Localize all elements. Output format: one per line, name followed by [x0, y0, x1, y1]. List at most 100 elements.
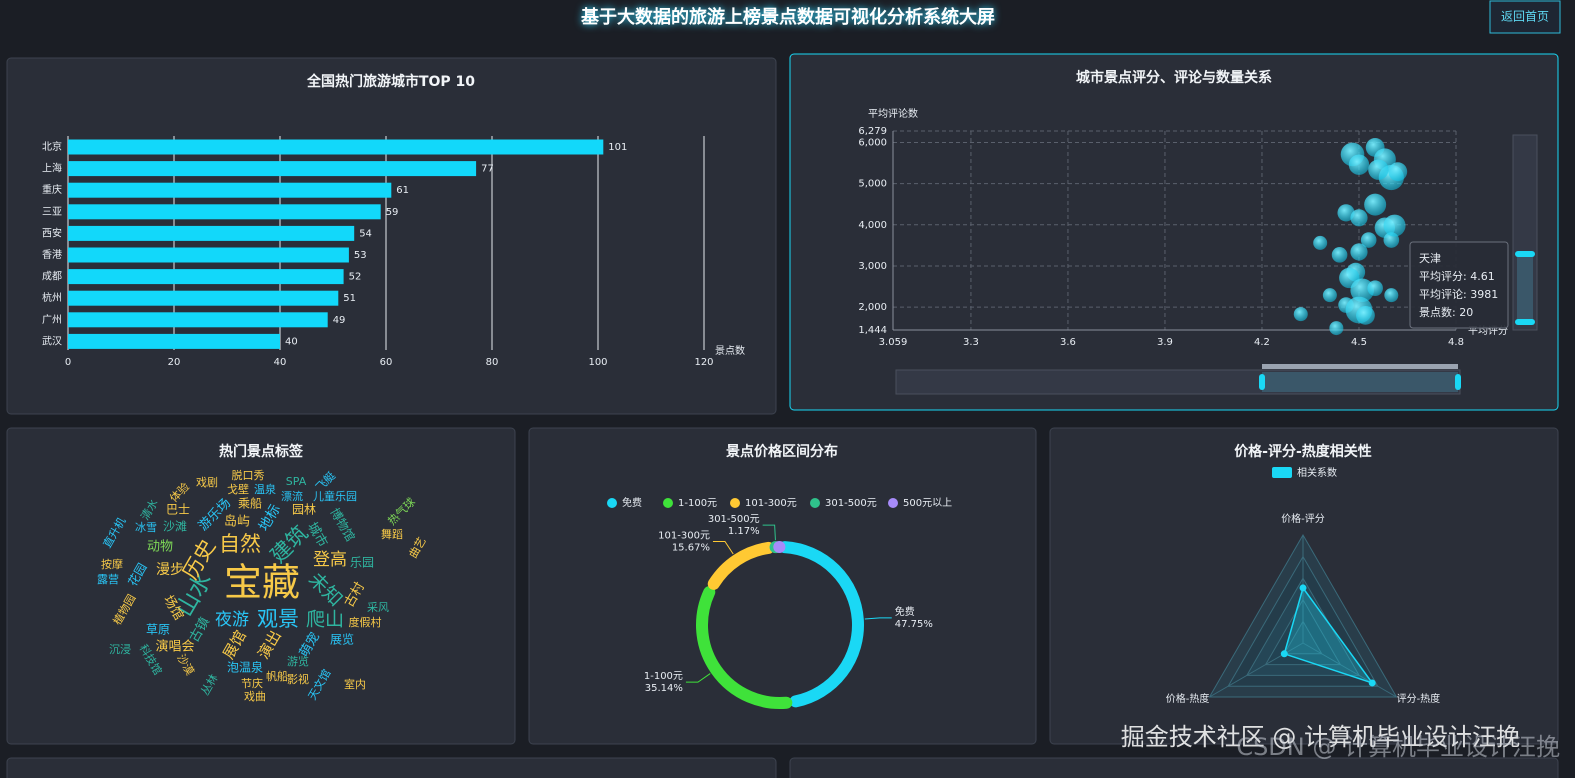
y-tick-label: 广州: [42, 314, 62, 326]
radar-area: [1283, 586, 1375, 685]
radar-point: [1368, 679, 1376, 687]
button-label[interactable]: 返回首页: [1501, 10, 1549, 24]
data-label: 51: [343, 293, 356, 304]
word: 园林: [292, 503, 316, 517]
word: 采风: [367, 601, 389, 614]
x-tick-label: 3.059: [879, 337, 908, 348]
zoom-window[interactable]: [1262, 372, 1458, 392]
data-label: 59: [386, 207, 399, 218]
x-tick-label: 4.5: [1351, 337, 1367, 348]
legend-label: 免费: [622, 496, 642, 509]
bar: [68, 312, 328, 328]
radar-point: [1299, 584, 1307, 592]
x-tick-label: 80: [486, 357, 499, 368]
watermark: CSDN @ 计算机毕业设计汪挽: [1236, 733, 1560, 761]
word: 乘船: [238, 497, 262, 511]
indicator-label: 价格-评分: [1281, 512, 1325, 525]
panel-title: 景点价格区间分布: [726, 443, 838, 460]
y-tick-label: 5,000: [858, 179, 887, 190]
y-tick-label: 三亚: [42, 207, 62, 218]
bubble: [1350, 209, 1368, 227]
x-tick-label: 3.6: [1060, 337, 1076, 348]
bubble: [1350, 278, 1375, 303]
x-tick-label: 0: [65, 357, 71, 368]
x-tick-label: 3.3: [963, 337, 979, 348]
word: 漫步: [156, 562, 184, 578]
word: 脱口秀: [232, 468, 265, 482]
y-tick-label: 西安: [42, 226, 62, 239]
bubble: [1356, 305, 1375, 325]
zoom-handle[interactable]: [1515, 319, 1535, 325]
word: 游览: [287, 654, 309, 668]
tooltip-line: 平均评论: 3981: [1419, 287, 1498, 301]
word: 戈壁: [227, 482, 249, 496]
word: 宝藏: [224, 561, 300, 605]
panel: [6, 427, 516, 745]
label-line: [712, 541, 734, 555]
y-tick-label: 成都: [42, 271, 62, 283]
bubble: [1383, 214, 1406, 237]
legend-swatch: [1272, 467, 1292, 478]
word: 度假村: [349, 615, 382, 629]
bar: [68, 225, 355, 241]
bubble: [1350, 243, 1368, 261]
data-label: 52: [349, 272, 362, 283]
bar: [68, 161, 477, 177]
zoom-window[interactable]: [1517, 254, 1533, 322]
bar: [68, 333, 280, 349]
indicator-label: 评分-热度: [1397, 692, 1441, 705]
home-button[interactable]: 返回首页: [1489, 0, 1561, 34]
word: 自然: [219, 532, 261, 556]
data-label: 101: [608, 142, 627, 153]
zoom-handle[interactable]: [1455, 374, 1461, 390]
data-label: 47.75%: [895, 619, 933, 630]
word: 登高: [313, 550, 347, 570]
y-tick-label: 4,000: [858, 220, 887, 231]
y-tick-label: 6,279: [858, 126, 887, 137]
zoom-handle[interactable]: [1515, 251, 1535, 257]
bubble: [1348, 154, 1370, 175]
axis-label: 平均评论数: [868, 107, 918, 120]
slice-label: 101-300元: [658, 531, 710, 542]
y-tick-label: 1,444: [858, 325, 887, 336]
bubble: [1368, 159, 1389, 180]
word: 动物: [147, 540, 173, 555]
bubble: [1322, 288, 1337, 303]
label-line: [762, 524, 776, 541]
zoom-handle[interactable]: [1259, 374, 1265, 390]
axis-label: 景点数: [715, 344, 745, 357]
y-tick-label: 2,000: [858, 302, 887, 313]
data-label: 53: [354, 250, 367, 261]
word: 沉浸: [109, 643, 131, 656]
data-label: 35.14%: [645, 683, 683, 694]
y-tick-label: 香港: [42, 249, 62, 261]
bubble: [1384, 288, 1399, 303]
data-label: 77: [481, 164, 494, 175]
pie-slice: [696, 586, 793, 709]
zoom-bar[interactable]: [1262, 364, 1458, 369]
x-tick-label: 100: [588, 357, 607, 368]
data-label: 49: [333, 315, 346, 326]
data-label: 40: [285, 336, 298, 347]
panel: [6, 757, 777, 778]
slice-label: 1-100元: [644, 671, 683, 682]
radar-axis: [1302, 642, 1397, 698]
bar: [68, 290, 339, 306]
y-tick-label: 武汉: [42, 334, 62, 347]
bubble: [1367, 280, 1383, 296]
x-tick-label: 4.8: [1448, 337, 1464, 348]
word: 沙滩: [163, 520, 187, 534]
y-tick-label: 重庆: [42, 183, 62, 196]
word: 按摩: [101, 557, 123, 571]
y-tick-label: 上海: [42, 162, 62, 175]
bubble: [1329, 321, 1344, 336]
word: 演唱会: [155, 639, 194, 655]
label-line: [685, 673, 711, 683]
radar-axis: [1209, 642, 1304, 698]
word: 节庆: [241, 676, 263, 690]
y-tick-label: 北京: [42, 140, 62, 153]
x-tick-label: 20: [168, 357, 181, 368]
bubble: [1360, 232, 1377, 248]
button-frame[interactable]: [1489, 0, 1561, 34]
bubble: [1331, 247, 1348, 263]
